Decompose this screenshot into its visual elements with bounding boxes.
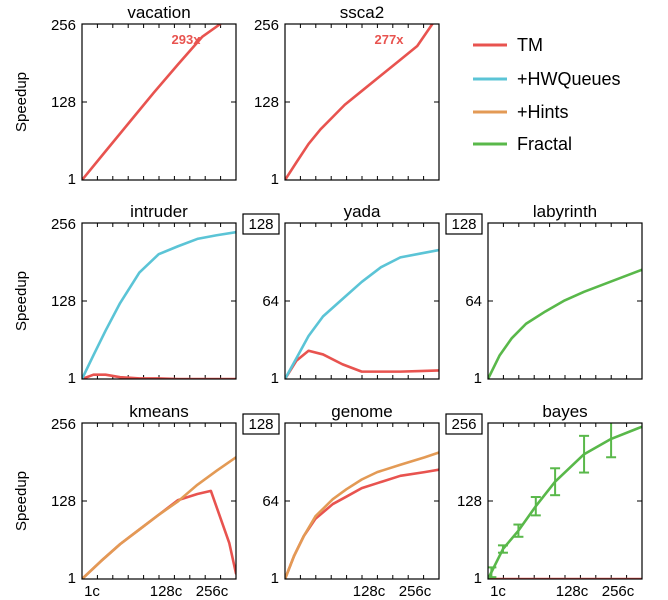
y-tick-label: 256	[254, 17, 279, 34]
series-group	[82, 230, 236, 379]
y-tick-label: 128	[51, 293, 76, 310]
panel-title: vacation	[127, 3, 190, 22]
series-group	[285, 248, 439, 379]
y-tick-label: 128	[248, 416, 273, 433]
y-tick-label: 1	[474, 370, 482, 387]
chart-panel-intruder: intruder 1 128 256 Speedup	[13, 202, 237, 387]
series-line-TM	[285, 468, 439, 579]
chart-panel-yada: yada 1 64 128	[242, 202, 440, 387]
y-tick-label: 1	[68, 171, 76, 188]
y-tick-label: 128	[51, 493, 76, 510]
legend-label: TM	[517, 35, 543, 55]
series-line-TM	[82, 373, 236, 379]
y-tick-label: 128	[451, 216, 476, 233]
legend-label: +HWQueues	[517, 69, 621, 89]
y-max-box	[445, 213, 483, 235]
panel-grid: vacation 1 128 256 Speedup 293x ssca2 1 128 256 27…	[13, 3, 643, 600]
panel-title: genome	[331, 402, 392, 421]
series-line-+Hints	[285, 451, 439, 579]
plot-frame	[284, 222, 440, 380]
series-line-Fractal	[488, 425, 642, 579]
series-line-TM	[82, 24, 222, 180]
y-tick-label: 1	[271, 370, 279, 387]
plot-frame	[81, 23, 237, 181]
panel-title: intruder	[130, 202, 188, 221]
y-tick-label: 1	[271, 570, 279, 587]
x-tick-label: 256c	[196, 583, 229, 600]
y-tick-label: 128	[254, 94, 279, 111]
y-tick-label: 256	[51, 17, 76, 34]
y-tick-label: 64	[262, 293, 279, 310]
y-max-box	[242, 413, 280, 435]
panel-title: yada	[344, 202, 381, 221]
series-line-+HWQueues	[285, 248, 439, 379]
x-tick-label: 128c	[150, 583, 183, 600]
y-tick-label: 64	[262, 493, 279, 510]
panel-title: ssca2	[340, 3, 384, 22]
y-max-box	[242, 213, 280, 235]
legend-item-TM: TM	[473, 35, 543, 55]
series-line-+Hints	[82, 455, 236, 579]
plot-frame	[487, 222, 643, 380]
x-tick-label: 1c	[490, 583, 506, 600]
y-axis-label: Speedup	[13, 471, 30, 531]
y-tick-label: 64	[465, 293, 482, 310]
y-axis-label: Speedup	[13, 271, 30, 331]
x-tick-label: 256c	[602, 583, 635, 600]
x-tick-label: 128c	[353, 583, 386, 600]
series-group	[285, 451, 439, 579]
y-tick-label: 128	[51, 94, 76, 111]
x-tick-label: 256c	[399, 583, 432, 600]
x-tick-label: 128c	[556, 583, 589, 600]
plot-frame	[81, 222, 237, 380]
legend-item-+Hints: +Hints	[473, 102, 569, 122]
y-tick-label: 1	[271, 171, 279, 188]
y-tick-label: 1	[68, 370, 76, 387]
panel-title: labyrinth	[533, 202, 597, 221]
panel-title: bayes	[542, 402, 587, 421]
plot-frame	[487, 422, 643, 580]
y-axis-label: Speedup	[13, 72, 30, 132]
series-group	[82, 24, 222, 180]
series-line-Fractal	[488, 268, 642, 379]
legend-item-+HWQueues: +HWQueues	[473, 69, 621, 89]
y-tick-label: 1	[68, 570, 76, 587]
panel-title: kmeans	[129, 402, 189, 421]
legend: TM +HWQueues +Hints Fractal	[473, 35, 621, 154]
chart-panel-labyrinth: labyrinth 1 64 128	[445, 202, 643, 387]
y-tick-label: 256	[51, 216, 76, 233]
chart-panel-ssca2: ssca2 1 128 256 277x	[254, 3, 440, 188]
y-tick-label: 128	[457, 493, 482, 510]
series-group	[82, 455, 236, 579]
chart-panel-kmeans: kmeans 1 128 256 1c 128c 256c Speedup	[13, 402, 237, 600]
plot-frame	[284, 23, 440, 181]
legend-label: Fractal	[517, 134, 572, 154]
legend-label: +Hints	[517, 102, 569, 122]
series-group	[285, 24, 434, 180]
y-tick-label: 1	[474, 570, 482, 587]
x-tick-label: 1c	[84, 583, 100, 600]
y-max-box	[445, 413, 483, 435]
chart-panel-vacation: vacation 1 128 256 Speedup 293x	[13, 3, 237, 188]
series-line-+HWQueues	[82, 230, 236, 379]
legend-item-Fractal: Fractal	[473, 134, 572, 154]
y-tick-label: 128	[248, 216, 273, 233]
series-group	[488, 268, 642, 379]
series-group	[488, 423, 642, 579]
y-tick-label: 256	[451, 416, 476, 433]
chart-panel-genome: genome 1 64 128 128c 256c	[242, 402, 440, 600]
series-line-TM	[285, 24, 434, 180]
overflow-annotation: 277x	[375, 32, 405, 47]
chart-panel-bayes: bayes 1 128 256 1c 128c 256c	[445, 402, 643, 600]
plot-frame	[81, 422, 237, 580]
plot-frame	[284, 422, 440, 580]
y-tick-label: 256	[51, 416, 76, 433]
series-line-TM	[285, 349, 439, 379]
series-line-TM	[82, 489, 236, 579]
overflow-annotation: 293x	[172, 32, 202, 47]
